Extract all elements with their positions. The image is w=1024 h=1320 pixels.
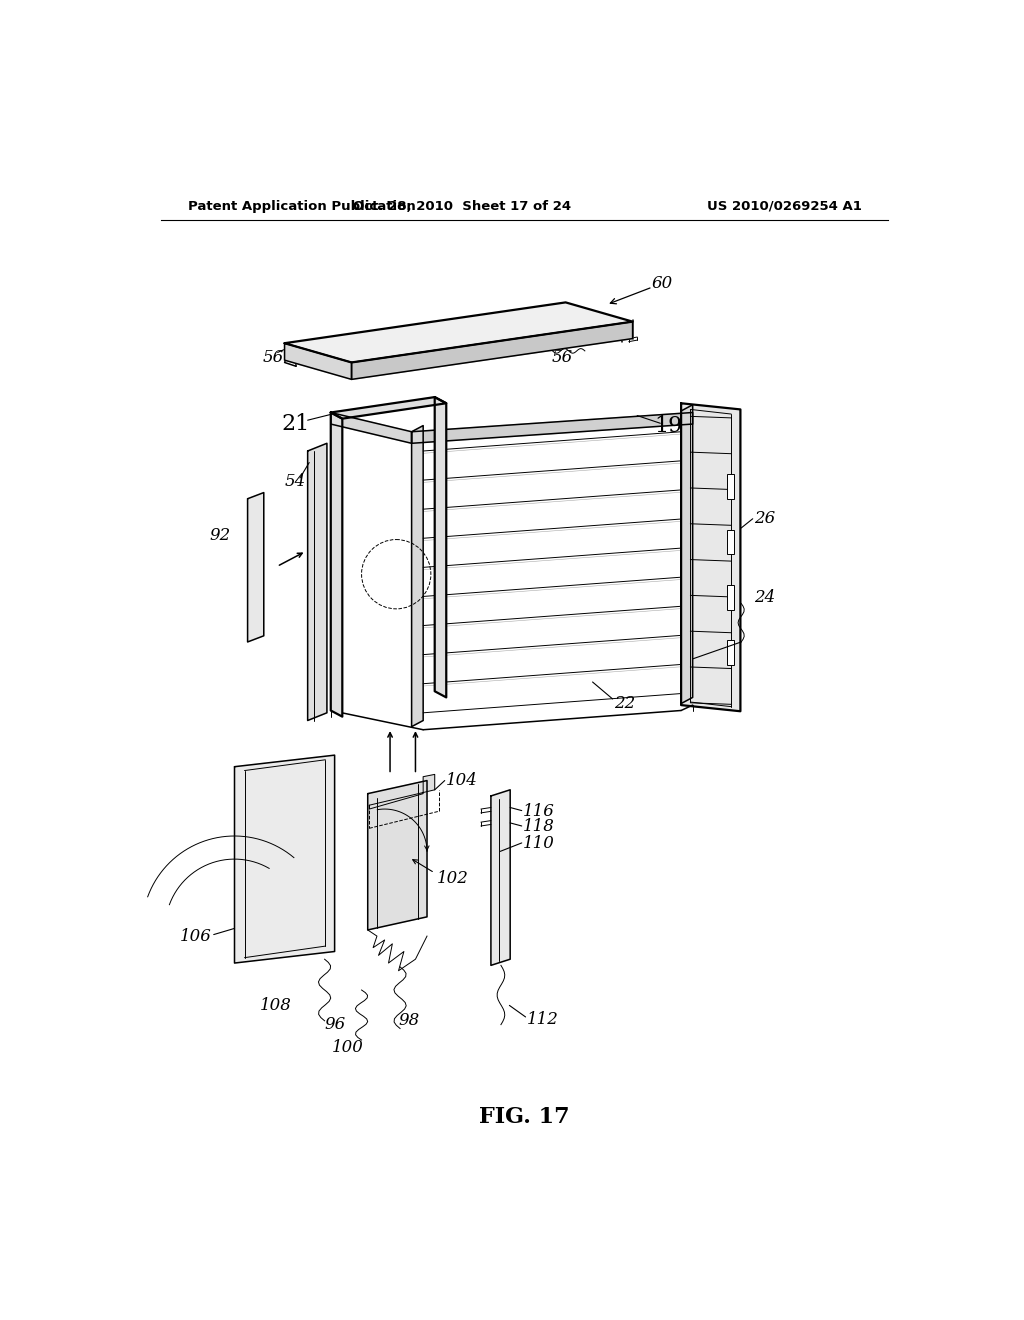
Polygon shape [412,412,692,444]
Polygon shape [248,492,264,642]
FancyBboxPatch shape [727,640,734,665]
Text: 110: 110 [523,836,555,853]
Text: 60: 60 [651,276,673,293]
Polygon shape [331,412,412,444]
Text: 118: 118 [523,818,555,836]
FancyBboxPatch shape [727,585,734,610]
FancyBboxPatch shape [727,529,734,554]
Polygon shape [412,425,423,726]
Text: 108: 108 [259,997,291,1014]
Text: 102: 102 [437,870,469,887]
Text: Oct. 28, 2010  Sheet 17 of 24: Oct. 28, 2010 Sheet 17 of 24 [352,199,570,213]
Polygon shape [490,789,510,965]
Text: US 2010/0269254 A1: US 2010/0269254 A1 [708,199,862,213]
FancyBboxPatch shape [727,474,734,499]
Text: 116: 116 [523,803,555,820]
Polygon shape [681,404,740,711]
Text: 24: 24 [755,589,775,606]
Text: Patent Application Publication: Patent Application Publication [188,199,416,213]
Text: FIG. 17: FIG. 17 [479,1106,570,1129]
Text: 98: 98 [398,1012,420,1030]
Polygon shape [368,780,427,929]
Polygon shape [331,412,342,717]
Polygon shape [351,322,633,379]
Polygon shape [307,444,327,721]
Text: 104: 104 [446,772,478,789]
Text: 19: 19 [654,416,682,437]
Polygon shape [331,397,446,418]
Text: 21: 21 [282,413,309,436]
Polygon shape [285,302,633,363]
Polygon shape [370,775,435,809]
Polygon shape [234,755,335,964]
Text: 54: 54 [285,474,306,490]
Polygon shape [681,405,692,704]
Text: 112: 112 [527,1011,559,1028]
Text: 22: 22 [614,696,635,711]
Text: 92: 92 [210,527,230,544]
Text: 100: 100 [332,1039,364,1056]
Text: 26: 26 [755,511,775,527]
Text: 96: 96 [324,1016,345,1034]
Polygon shape [435,397,446,697]
Polygon shape [285,343,351,379]
Text: 56: 56 [551,348,572,366]
Text: 106: 106 [179,928,211,945]
Text: 56: 56 [262,348,284,366]
